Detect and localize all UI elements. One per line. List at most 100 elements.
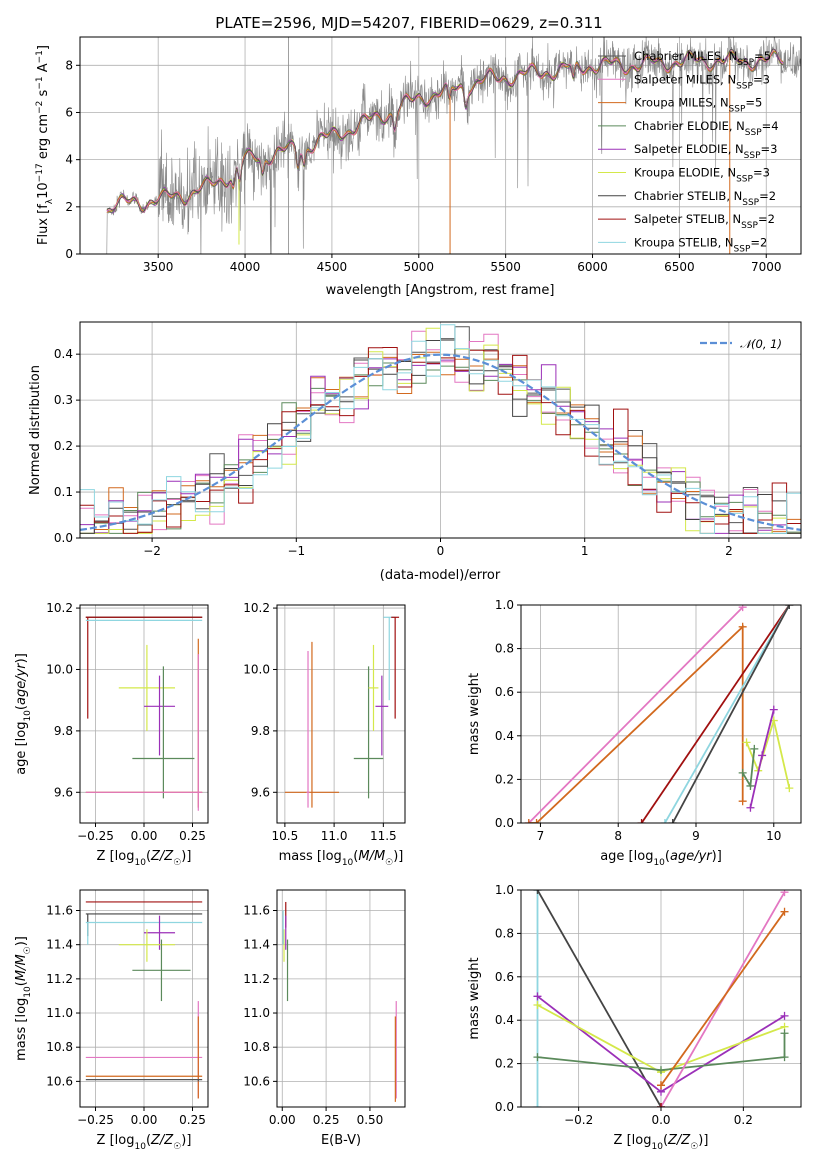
y-axis-label-part: mass [log [14, 998, 29, 1061]
legend-label-part: =5 [745, 96, 762, 110]
y-tick-label: 10.2 [46, 601, 73, 615]
legend-label-part: SSP [742, 198, 759, 208]
y-tick-label: 0.0 [54, 531, 73, 545]
y-tick-label: 0.1 [54, 485, 73, 499]
series-marker-chabrier_stelib [785, 605, 794, 609]
x-axis-label-part: ( [146, 849, 151, 864]
legend-label: Chabrier MILES, NSSP=5 [634, 49, 771, 68]
panel-spectrum: 3500 4000 4500 5000 5500 6000 6500 7000 0 2 4 6 8 PLA… [35, 14, 802, 298]
series-marker-salpeter_miles [738, 605, 747, 612]
x-axis-label-part: Z [log [614, 1133, 652, 1148]
x-axis-label-part: 10 [134, 1142, 146, 1152]
series-marker-chabrier_elodie [657, 1066, 665, 1075]
series-marker-salpeter_stelib [637, 819, 646, 823]
legend-label-part: Kroupa STELIB, N [634, 235, 734, 249]
series-marker-kroupa_elodie [533, 1001, 542, 1010]
y-tick-label: 0.3 [54, 393, 73, 407]
series-marker-chabrier_elodie [738, 768, 747, 777]
series-marker-salpeter_elodie [746, 803, 755, 812]
y-tick-label: 1.0 [495, 598, 514, 612]
axes-frame [276, 889, 406, 1108]
x-tick-label: −1 [287, 544, 305, 558]
y-axis-label-part: −1 [35, 76, 45, 89]
x-tick-label: 3500 [143, 260, 174, 274]
y-tick-label: 11.2 [46, 972, 73, 986]
x-tick-label: 7 [537, 829, 545, 843]
x-axis-label-part: 10 [651, 1142, 663, 1152]
x-axis-label-part: Z/Z [667, 1133, 691, 1148]
series-marker-kroupa_stelib [533, 1103, 542, 1107]
series-line-salpeter_stelib [640, 605, 791, 823]
y-axis-label: mass weight [467, 673, 482, 755]
y-tick-label: 0.8 [495, 926, 514, 940]
x-tick-label: −0.25 [77, 829, 114, 843]
y-tick-label: 10.6 [46, 1074, 73, 1088]
x-tick-label: 0 [437, 544, 445, 558]
legend-label: Salpeter MILES, NSSP=3 [634, 72, 770, 91]
series-marker-salpeter_miles [780, 890, 789, 897]
series-line-kroupa_miles [528, 624, 744, 823]
y-axis-label-part: age [log [14, 722, 29, 775]
legend-label-part: Salpeter STELIB, N [634, 212, 741, 226]
panel-mass-vs-Z: −0.25 0.00 0.25 10.6 10.8 11.0 11.2 11.4 11.6 Z [… [14, 889, 209, 1152]
legend-label-part: =3 [753, 72, 770, 86]
x-tick-label: 0.25 [313, 1113, 340, 1127]
y-axis-label-part: ( [14, 981, 29, 986]
y-tick-label: 9.8 [251, 724, 270, 738]
y-axis-label: mass weight [467, 957, 482, 1039]
y-tick-label: 11.6 [46, 904, 73, 918]
y-tick-label: 6 [65, 105, 73, 119]
legend-label-part: SSP [741, 221, 758, 231]
x-axis-label-part: E(B-V) [321, 1133, 361, 1148]
y-tick-label: 11.0 [243, 1006, 270, 1020]
y-tick-label: 0 [65, 247, 73, 261]
x-tick-label: 10.5 [272, 829, 299, 843]
x-tick-label: 0.25 [179, 1113, 206, 1127]
series-marker-chabrier_elodie [746, 781, 755, 790]
y-axis-label-part: ] [36, 45, 51, 50]
y-axis-label-part: A [36, 63, 51, 76]
axes-frame [79, 36, 802, 255]
panel-residuals: −2 −1 0 1 2 0.0 0.1 0.2 0.3 0.4 (data-model)/error… [28, 321, 802, 583]
y-tick-label: 11.2 [243, 972, 270, 986]
y-tick-label: 0.2 [54, 439, 73, 453]
y-tick-label: 10.6 [243, 1074, 270, 1088]
normal-reference-curve [80, 353, 801, 531]
x-tick-label: 0.00 [131, 829, 158, 843]
legend-label-part: =4 [762, 119, 779, 133]
y-tick-label: 9.8 [54, 724, 73, 738]
y-tick-label: 0.4 [495, 729, 514, 743]
series-marker-salpeter_elodie [533, 992, 542, 1001]
legend-label: Chabrier ELODIE, NSSP=4 [634, 119, 779, 138]
legend-label-normal: 𝒩(0, 1) [740, 337, 782, 351]
plot-area-residuals [80, 322, 801, 538]
x-axis-label: (data-model)/error [380, 568, 501, 583]
axes-frame [520, 604, 802, 824]
y-axis-label-part: Flux [f [36, 204, 51, 245]
axes-frame [276, 604, 406, 824]
x-axis-label: Z [log10(Z/Z☉)] [97, 1133, 192, 1152]
x-axis-label-part: 10 [653, 858, 665, 868]
y-axis-label-part: ☉ [23, 946, 33, 954]
y-tick-label: 0.2 [495, 1057, 514, 1071]
x-axis-label: age [log10(age/yr)] [600, 849, 722, 868]
legend-label: Kroupa STELIB, NSSP=2 [634, 235, 767, 254]
legend-label-part: SSP [737, 58, 754, 68]
legend-label-part: Kroupa ELODIE, N [634, 166, 736, 180]
x-axis-label-part: )] [393, 849, 403, 864]
y-axis-label-part: 10 [23, 986, 33, 998]
series-marker-chabrier_stelib [533, 890, 542, 894]
x-axis-label-part: age/yr [670, 849, 713, 864]
x-axis-label: E(B-V) [321, 1133, 361, 1148]
model-line-chabrier_miles [106, 48, 784, 213]
series-marker-salpeter_elodie [780, 1011, 789, 1020]
y-axis-label-part: age/yr [14, 662, 29, 705]
legend-label-part: Chabrier MILES, N [634, 49, 737, 63]
y-tick-label: 0.6 [495, 685, 514, 699]
x-axis-label-part: )] [698, 1133, 708, 1148]
y-tick-label: 0.4 [54, 347, 73, 361]
legend-label-part: =5 [754, 49, 771, 63]
y-tick-label: 0.0 [495, 1100, 514, 1114]
x-axis-label-part: ( [665, 849, 670, 864]
